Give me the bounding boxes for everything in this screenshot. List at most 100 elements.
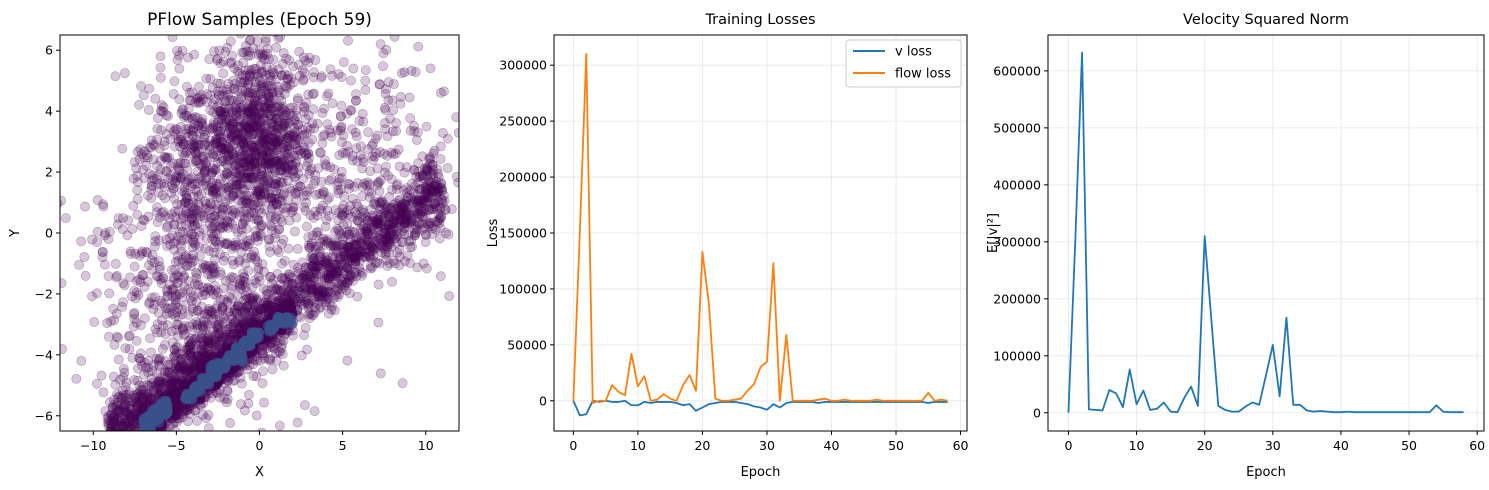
scatter-point bbox=[138, 90, 149, 101]
scatter-point bbox=[152, 160, 162, 171]
scatter-point bbox=[141, 436, 150, 445]
scatter-point bbox=[219, 239, 230, 249]
scatter-point bbox=[219, 96, 230, 106]
scatter-point bbox=[384, 239, 395, 250]
scatter-point bbox=[263, 156, 274, 166]
scatter-point bbox=[232, 180, 243, 191]
scatter-point bbox=[266, 225, 277, 236]
scatter-point bbox=[308, 104, 319, 115]
scatter-point bbox=[291, 189, 301, 200]
scatter-point bbox=[319, 129, 330, 140]
scatter-point bbox=[241, 137, 252, 148]
scatter-point bbox=[299, 101, 309, 112]
scatter-point bbox=[213, 114, 224, 125]
scatter-point bbox=[244, 124, 255, 135]
scatter-point bbox=[252, 231, 263, 241]
scatter-point bbox=[177, 324, 188, 334]
scatter-point bbox=[254, 130, 265, 141]
scatter-point bbox=[249, 142, 259, 153]
scatter-point bbox=[259, 144, 269, 155]
scatter-point bbox=[255, 229, 266, 239]
scatter-point bbox=[257, 80, 268, 90]
scatter-point bbox=[226, 180, 237, 191]
scatter-point bbox=[200, 243, 211, 254]
scatter-point bbox=[225, 418, 235, 428]
scatter-point bbox=[389, 35, 400, 42]
scatter-point bbox=[265, 177, 276, 188]
scatter-point bbox=[251, 148, 261, 159]
scatter-point bbox=[425, 63, 436, 74]
scatter-point bbox=[154, 354, 165, 365]
scatter-point bbox=[281, 110, 292, 121]
scatter-point bbox=[248, 43, 259, 54]
scatter-point bbox=[217, 144, 228, 154]
scatter-point bbox=[298, 74, 309, 85]
scatter-point bbox=[290, 171, 301, 182]
scatter-point bbox=[311, 189, 322, 200]
scatter-point bbox=[234, 255, 245, 265]
scatter-point bbox=[157, 343, 168, 354]
scatter-point bbox=[272, 142, 283, 152]
scatter-point bbox=[272, 81, 283, 92]
scatter-point bbox=[280, 81, 290, 91]
scatter-point bbox=[143, 190, 153, 201]
scatter-point bbox=[281, 107, 291, 118]
scatter-point bbox=[189, 238, 200, 248]
scatter-point bbox=[244, 172, 255, 183]
scatter-point bbox=[270, 157, 280, 167]
scatter-point bbox=[281, 135, 292, 146]
scatter-point bbox=[251, 116, 262, 127]
scatter-point bbox=[260, 36, 271, 47]
scatter-point bbox=[199, 132, 209, 143]
x-tick-label: 40 bbox=[824, 438, 840, 453]
scatter-point bbox=[233, 128, 244, 139]
scatter-point bbox=[210, 228, 220, 239]
scatter-point bbox=[379, 167, 390, 178]
scatter-point bbox=[243, 75, 254, 86]
losses-panel: Training Losses 0 10 20 30 40 50 6005000010000… bbox=[486, 12, 969, 480]
scatter-point bbox=[273, 85, 284, 96]
scatter-point bbox=[238, 173, 249, 183]
scatter-point bbox=[144, 431, 153, 440]
scatter-point bbox=[228, 189, 239, 199]
scatter-point bbox=[249, 63, 260, 74]
scatter-point bbox=[228, 129, 238, 140]
scatter-point bbox=[303, 110, 314, 121]
scatter-point bbox=[256, 427, 267, 431]
scatter-point bbox=[238, 57, 249, 68]
scatter-point bbox=[272, 144, 283, 155]
y-tick-label: 4 bbox=[45, 104, 53, 119]
scatter-point bbox=[278, 203, 289, 214]
scatter-point bbox=[216, 137, 227, 148]
scatter-point bbox=[274, 91, 285, 102]
scatter-point bbox=[185, 287, 196, 297]
scatter-point bbox=[118, 434, 127, 443]
scatter-point bbox=[243, 64, 254, 75]
scatter-point bbox=[205, 90, 216, 101]
scatter-point bbox=[105, 226, 115, 237]
scatter-point bbox=[246, 147, 256, 157]
scatter-point bbox=[181, 250, 191, 260]
scatter-point bbox=[223, 143, 233, 153]
scatter-point bbox=[227, 108, 238, 118]
scatter-point bbox=[261, 140, 272, 151]
scatter-point bbox=[292, 95, 303, 106]
scatter-point bbox=[232, 134, 243, 145]
scatter-point bbox=[184, 88, 195, 98]
scatter-point bbox=[261, 150, 272, 161]
scatter-point bbox=[300, 55, 311, 66]
scatter-point bbox=[281, 81, 292, 92]
scatter-point bbox=[231, 187, 242, 198]
scatter-point bbox=[246, 128, 257, 139]
scatter-point bbox=[139, 433, 148, 442]
scatter-point bbox=[298, 190, 309, 201]
scatter-point bbox=[293, 134, 304, 145]
scatter-point bbox=[212, 125, 223, 136]
scatter-point bbox=[236, 164, 246, 175]
scatter-point bbox=[261, 80, 272, 90]
scatter-point bbox=[191, 316, 202, 327]
scatter-point bbox=[295, 181, 305, 192]
scatter-point bbox=[283, 70, 294, 81]
scatter-point bbox=[271, 113, 282, 123]
scatter-point bbox=[268, 144, 279, 155]
